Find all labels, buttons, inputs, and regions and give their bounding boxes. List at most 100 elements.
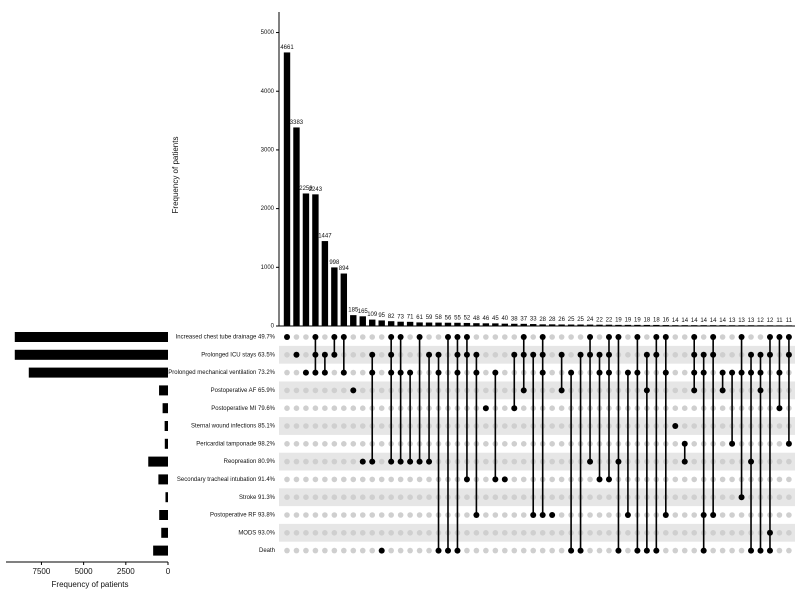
empty-dot <box>284 494 290 501</box>
member-dot <box>397 458 404 465</box>
empty-dot <box>502 512 508 518</box>
empty-dot <box>672 494 679 501</box>
empty-dot <box>293 512 300 518</box>
member-dot <box>643 547 650 554</box>
set-label: Pericardial tamponade 98.2% <box>196 441 275 447</box>
member-dot <box>444 547 451 554</box>
member-dot <box>397 369 404 376</box>
empty-dot <box>464 530 470 536</box>
empty-dot <box>719 352 726 358</box>
empty-dot <box>729 458 735 465</box>
member-dot <box>681 458 688 465</box>
empty-dot <box>416 476 423 483</box>
empty-dot <box>549 334 555 340</box>
empty-dot <box>378 334 385 340</box>
empty-dot <box>341 494 347 501</box>
y-tick-label: 5000 <box>261 30 275 36</box>
empty-dot <box>350 512 357 518</box>
empty-dot <box>369 530 376 536</box>
empty-dot <box>284 476 290 483</box>
empty-dot <box>672 352 679 358</box>
set-bar <box>159 510 168 520</box>
empty-dot <box>558 423 565 429</box>
empty-dot <box>426 476 432 483</box>
set-bar <box>162 403 168 414</box>
empty-dot <box>596 334 603 340</box>
empty-dot <box>672 369 679 376</box>
bar <box>719 325 726 326</box>
empty-dot <box>359 512 366 518</box>
row-stripe <box>279 345 795 364</box>
member-dot <box>700 369 707 376</box>
empty-dot <box>625 530 631 536</box>
empty-dot <box>776 530 783 536</box>
empty-dot <box>606 512 612 518</box>
empty-dot <box>672 441 679 447</box>
empty-dot <box>786 458 792 465</box>
bar-label: 13 <box>729 318 736 324</box>
member-dot <box>776 369 783 376</box>
member-dot <box>624 369 631 376</box>
empty-dot <box>681 387 688 394</box>
empty-dot <box>672 512 679 518</box>
bar-label: 185 <box>348 308 359 314</box>
set-label: Death <box>259 548 275 554</box>
member-dot <box>738 334 745 340</box>
member-dot <box>388 458 395 465</box>
empty-dot <box>568 352 574 358</box>
member-dot <box>388 351 395 358</box>
empty-dot <box>312 441 319 447</box>
member-dot <box>407 369 414 376</box>
bar <box>776 325 783 326</box>
row-stripe <box>279 523 795 542</box>
bar-label: 52 <box>464 316 471 322</box>
empty-dot <box>483 334 489 340</box>
empty-dot <box>530 530 537 536</box>
empty-dot <box>341 476 347 483</box>
empty-dot <box>473 547 480 554</box>
empty-dot <box>378 512 385 518</box>
bar <box>785 325 793 326</box>
bar <box>558 324 565 326</box>
empty-dot <box>719 334 726 340</box>
empty-dot <box>350 458 357 465</box>
empty-dot <box>312 387 319 394</box>
empty-dot <box>511 494 518 501</box>
member-dot <box>331 351 338 358</box>
empty-dot <box>520 405 527 412</box>
empty-dot <box>322 494 328 501</box>
bar <box>463 322 471 326</box>
empty-dot <box>729 352 735 358</box>
empty-dot <box>492 547 499 554</box>
empty-dot <box>719 494 726 501</box>
bar-label: 25 <box>577 317 584 323</box>
set-label: Prolonged mechanical ventilation 73.2% <box>168 370 275 376</box>
empty-dot <box>378 369 385 376</box>
empty-dot <box>350 352 357 358</box>
empty-dot <box>549 476 555 483</box>
empty-dot <box>397 476 404 483</box>
empty-dot <box>549 441 555 447</box>
member-dot <box>473 351 480 358</box>
empty-dot <box>350 547 357 554</box>
bar <box>454 322 461 326</box>
empty-dot <box>331 405 338 412</box>
member-dot <box>549 512 556 518</box>
member-dot <box>653 351 660 358</box>
empty-dot <box>350 441 357 447</box>
empty-dot <box>350 334 357 340</box>
bar <box>681 325 688 326</box>
empty-dot <box>359 530 366 536</box>
member-dot <box>350 387 357 394</box>
bar-label: 95 <box>378 313 385 319</box>
empty-dot <box>322 387 328 394</box>
empty-dot <box>502 405 508 412</box>
bar <box>520 323 527 326</box>
empty-dot <box>691 405 698 412</box>
set-label: Postoperative RF 93.8% <box>210 513 276 519</box>
bar <box>511 323 518 326</box>
member-dot <box>662 512 669 518</box>
empty-dot <box>303 441 309 447</box>
empty-dot <box>322 405 328 412</box>
empty-dot <box>331 530 338 536</box>
